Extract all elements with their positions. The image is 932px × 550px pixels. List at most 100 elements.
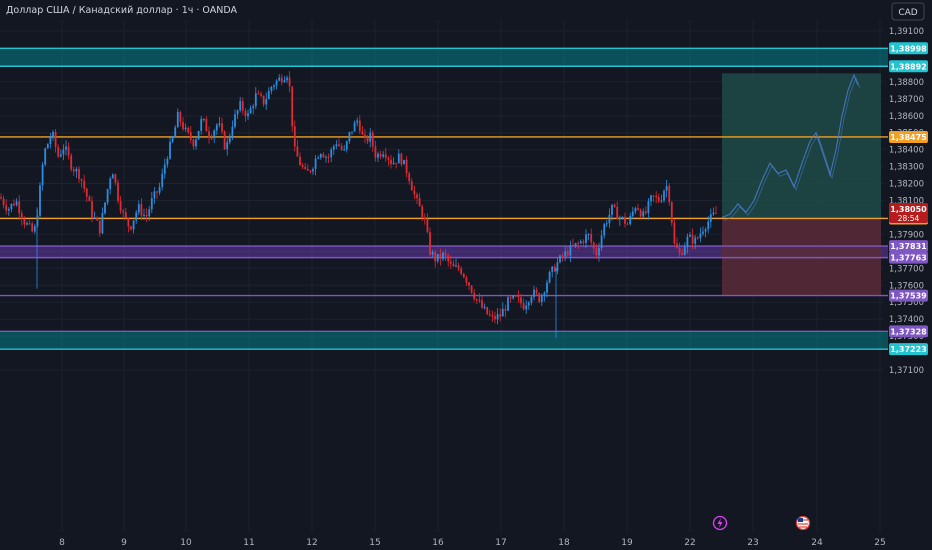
candle-body: [7, 209, 10, 211]
y-tick-label: 1,37900: [889, 230, 924, 240]
candle-body: [507, 297, 509, 311]
candle-body: [481, 300, 483, 308]
candle-body: [117, 182, 119, 202]
candle-body: [631, 211, 634, 216]
price-label: 1,37763: [889, 251, 928, 264]
candle-body: [455, 265, 457, 267]
candle-body: [75, 168, 78, 172]
countdown-text: 28:54: [898, 214, 920, 223]
candle-body: [468, 282, 470, 286]
price-label: 1,37223: [889, 343, 928, 356]
candle-body: [390, 159, 392, 165]
candle-body: [176, 111, 179, 128]
candle-body: [228, 135, 231, 143]
price-label-text: 1,37539: [890, 292, 927, 301]
price-label: 1,38475: [889, 130, 928, 143]
candle-body: [46, 143, 49, 149]
candle-body: [80, 179, 83, 181]
candle-body: [140, 204, 143, 216]
candle-body: [668, 185, 671, 203]
candle-body: [509, 297, 512, 299]
candle-body: [431, 252, 434, 255]
candle-body: [590, 233, 593, 243]
candle-body: [137, 204, 140, 213]
candle-body: [491, 315, 494, 317]
candle-body: [343, 149, 346, 151]
currency-button[interactable]: CAD: [891, 2, 925, 21]
x-tick-label: 24: [811, 538, 823, 548]
candle-body: [364, 134, 366, 138]
candle-body: [371, 132, 374, 147]
candle-body: [652, 195, 655, 197]
candle-body: [72, 169, 75, 172]
y-tick-label: 1,38800: [889, 78, 924, 88]
candle-body: [278, 77, 281, 81]
zones: [0, 48, 888, 350]
y-tick-label: 1,37700: [889, 264, 924, 274]
price-label-text: 1,38892: [890, 62, 926, 71]
price-label-box: [889, 60, 928, 73]
candle-body: [28, 223, 31, 225]
candle-body: [496, 314, 499, 320]
price-label-box: [889, 343, 928, 356]
candle-body: [330, 149, 333, 158]
candle-body: [712, 212, 715, 215]
time-axis[interactable]: 8 9 10 11 12 15 16 17 18 19 22 23 24 25: [59, 538, 886, 548]
candle-body: [270, 86, 273, 91]
candle-body: [236, 110, 239, 115]
candle-body: [525, 305, 528, 310]
candle-body: [286, 77, 288, 81]
candle-body: [291, 86, 294, 127]
horizontal-levels[interactable]: [0, 47, 888, 350]
candle-body: [572, 244, 574, 246]
candle-body: [57, 146, 60, 157]
candle-body: [85, 188, 88, 197]
candle-body: [15, 201, 18, 206]
candle-body: [611, 204, 613, 215]
position-tool[interactable]: [722, 73, 881, 296]
candle-body: [143, 214, 145, 216]
candle-body: [88, 196, 91, 202]
us-flag-event-icon: [795, 515, 811, 531]
candle-body: [460, 268, 463, 274]
candle-body: [348, 132, 351, 142]
candle-body: [475, 299, 478, 301]
candle-body: [689, 234, 691, 237]
candle-body: [559, 255, 561, 263]
candle-body: [158, 187, 161, 193]
candle-body: [169, 141, 171, 159]
candle-body: [54, 132, 57, 147]
price-label-text: 1,37328: [890, 327, 927, 336]
event-icons[interactable]: [712, 515, 811, 531]
candle-body: [208, 131, 210, 138]
candle-body: [10, 203, 13, 210]
candle-body: [325, 156, 327, 158]
candle-body: [109, 178, 112, 190]
candle-body: [171, 136, 174, 142]
price-axis[interactable]: 1,371001,373001,374001,375001,376001,377…: [889, 27, 928, 376]
lightning-event-icon: [712, 515, 728, 531]
candle-body: [150, 198, 153, 210]
candle-body: [187, 127, 190, 133]
y-tick-label: 1,37500: [889, 298, 924, 308]
price-label-text: 1,37831: [890, 242, 927, 251]
candle-body: [312, 168, 314, 172]
candle-body: [314, 158, 317, 169]
candle-body: [644, 211, 647, 214]
candle-body: [683, 247, 686, 255]
candle-body: [465, 277, 468, 283]
current-price-box: [889, 202, 928, 223]
candle-body: [486, 307, 489, 315]
candle-body: [457, 265, 460, 269]
candle-body: [301, 165, 304, 168]
candle-body: [221, 123, 223, 132]
candle-body: [280, 77, 283, 83]
candle-body: [244, 110, 247, 117]
candle-body: [647, 201, 650, 214]
candle-body: [153, 191, 156, 199]
x-tick-label: 12: [306, 538, 317, 548]
candle-body: [639, 209, 642, 217]
candle-body: [145, 214, 148, 217]
x-tick-label: 8: [59, 538, 65, 548]
